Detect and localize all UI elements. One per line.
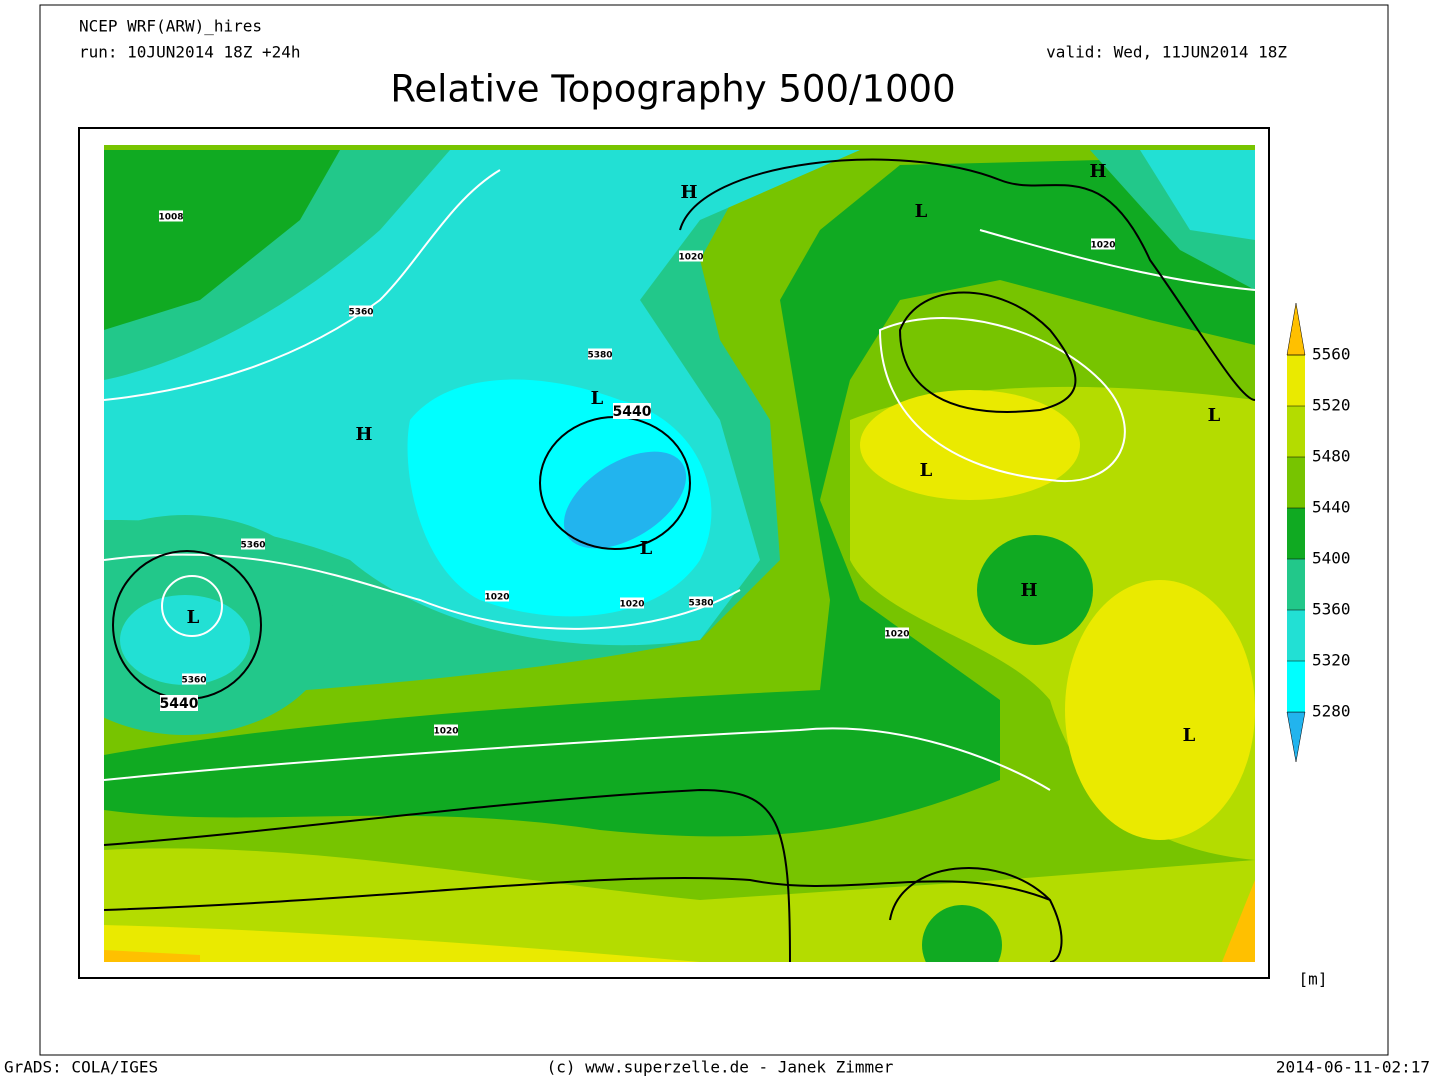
colorbar-box <box>1287 355 1305 406</box>
contour-label: 5360 <box>181 676 206 686</box>
colorbar-box <box>1287 559 1305 610</box>
colorbar-label: 5320 <box>1312 651 1351 670</box>
field <box>1140 150 1255 240</box>
colorbar-label: 5520 <box>1312 396 1351 415</box>
pressure-center-label: H <box>680 182 697 203</box>
colorbar-label: 5440 <box>1312 498 1351 517</box>
contour-label: 1020 <box>619 600 644 610</box>
contour-label-box <box>241 538 265 550</box>
field <box>104 925 700 962</box>
contour-label: 5380 <box>587 351 612 361</box>
field <box>1065 580 1255 840</box>
footer-left: GrADS: COLA/IGES <box>4 1058 158 1077</box>
black-contours <box>104 158 1255 962</box>
field <box>104 150 340 330</box>
contour-label-box <box>434 724 458 736</box>
contour-label-box <box>160 695 198 711</box>
map-label-layer: H L H 1020 1020 1008 5360 5380 L 5440 H L L L 5360 L 544… <box>158 161 1220 746</box>
pressure-center-label: L <box>187 607 200 628</box>
pressure-center-label: H <box>355 424 372 445</box>
pressure-center-label: L <box>640 538 653 559</box>
field <box>922 905 1002 962</box>
contour-label: 5440 <box>613 404 652 420</box>
contour-label: 1020 <box>433 727 458 737</box>
colorbar-box <box>1287 406 1305 457</box>
valid-time: valid: Wed, 11JUN2014 18Z <box>1046 43 1287 62</box>
contour-label-box <box>620 597 644 609</box>
colorbar-box <box>1287 661 1305 712</box>
pressure-center-label: L <box>920 460 933 481</box>
colorbar-box <box>1287 508 1305 559</box>
field <box>120 595 250 685</box>
contour-label-box <box>182 673 206 685</box>
contour-label-box <box>485 590 509 602</box>
colorbar-box <box>1287 610 1305 661</box>
colorbar-below <box>1286 711 1306 763</box>
footer-center: (c) www.superzelle.de - Janek Zimmer <box>547 1058 894 1077</box>
pressure-center-label: L <box>915 201 928 222</box>
contour-label-box <box>1091 238 1115 250</box>
contour-label: 1020 <box>884 630 909 640</box>
pressure-center-label: H <box>1020 580 1037 601</box>
pressure-center-label: H <box>1089 161 1106 182</box>
colorbar-label: 5560 <box>1312 345 1351 364</box>
colorbar-unit: [m] <box>1299 970 1328 989</box>
model-name: NCEP WRF(ARW)_hires <box>79 17 262 36</box>
map-title: Relative Topography 500/1000 <box>390 68 955 111</box>
colorbar-box <box>1287 457 1305 508</box>
pressure-center-label: L <box>1183 725 1196 746</box>
contour-label: 1020 <box>484 593 509 603</box>
colorbar-label: 5280 <box>1312 702 1351 721</box>
contour-label: 5380 <box>688 599 713 609</box>
contour-label: 5440 <box>160 696 199 712</box>
contour-label: 1020 <box>1090 241 1115 251</box>
contour-label-box <box>349 305 373 317</box>
contour-label-box <box>689 596 713 608</box>
contour-label-box <box>885 627 909 639</box>
map-frame <box>78 127 1270 979</box>
contour-label: 1008 <box>158 213 183 223</box>
colorbar-label: 5400 <box>1312 549 1351 568</box>
field <box>860 390 1080 500</box>
contour-label-box <box>588 348 612 360</box>
contour-label: 5360 <box>240 541 265 551</box>
field-layer <box>104 145 1255 962</box>
contour-label-box <box>679 250 703 262</box>
field <box>977 535 1093 645</box>
contour-label-box <box>613 403 651 419</box>
colorbar: 5280 5320 5360 5400 5440 5480 5520 5560 <box>1286 302 1351 763</box>
colorbar-label: 5360 <box>1312 600 1351 619</box>
pressure-center-label: L <box>1208 405 1221 426</box>
contour-label: 1020 <box>678 253 703 263</box>
run-time: run: 10JUN2014 18Z +24h <box>79 43 301 62</box>
contour-label-box <box>159 210 183 222</box>
field <box>407 379 712 617</box>
colorbar-above <box>1286 302 1306 356</box>
colorbar-label: 5480 <box>1312 447 1351 466</box>
field <box>563 451 687 549</box>
outer-frame <box>39 4 1389 1056</box>
contour-label: 5360 <box>348 308 373 318</box>
footer-right: 2014-06-11-02:17 <box>1276 1058 1430 1077</box>
pressure-center-label: L <box>591 388 604 409</box>
